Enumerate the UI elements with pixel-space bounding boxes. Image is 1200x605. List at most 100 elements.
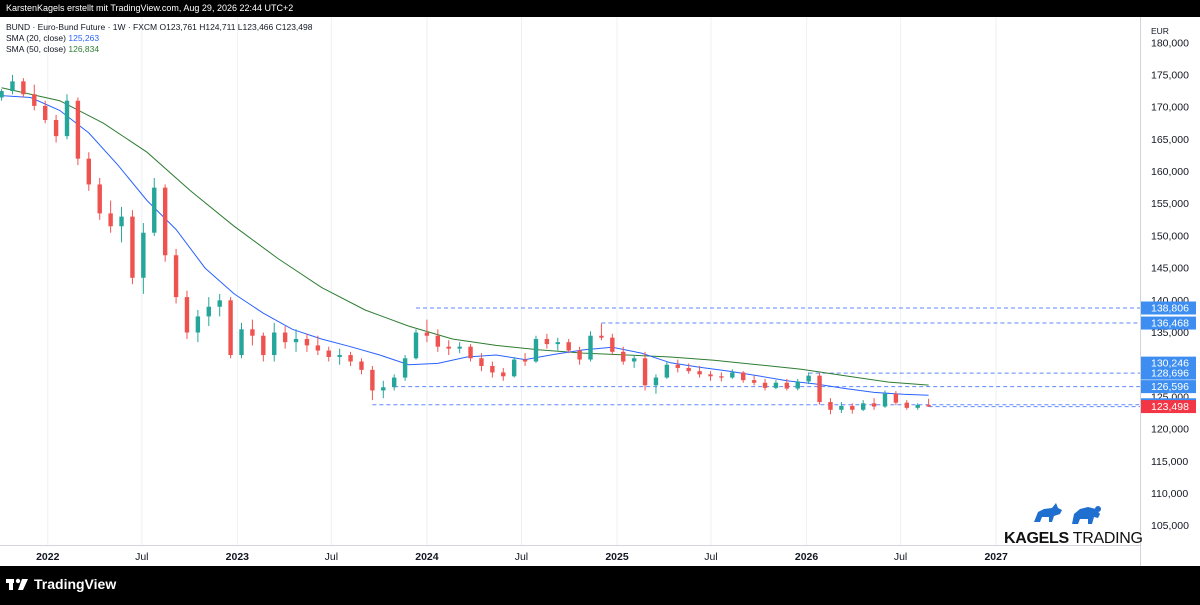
candle-body <box>32 94 37 106</box>
candle-body <box>315 345 321 351</box>
candle-body <box>413 332 419 359</box>
level-price-label-bg <box>1141 366 1196 380</box>
candle-body <box>348 355 353 362</box>
x-tick-label: Jul <box>515 551 528 563</box>
candle-body <box>501 372 506 377</box>
y-tick-label: 105,000 <box>1151 520 1189 532</box>
candle-body <box>359 361 364 370</box>
candle-body <box>544 338 550 345</box>
candle-body <box>806 375 811 382</box>
x-tick-label: 2025 <box>605 551 629 563</box>
candle-body <box>75 100 81 159</box>
y-tick-label: 160,000 <box>1151 166 1189 178</box>
candle-body <box>926 404 931 407</box>
candle-body <box>21 81 26 95</box>
bull-bear-icon <box>1034 503 1101 524</box>
candle-body <box>490 365 495 373</box>
candle-body <box>795 381 800 389</box>
candle-body <box>446 346 451 349</box>
candle-body <box>141 232 146 278</box>
tradingview-logo[interactable]: TradingView <box>6 576 116 592</box>
last-price-label: 123,498 <box>1151 401 1189 413</box>
candle-body <box>337 355 342 357</box>
level-price-label: 128,696 <box>1151 368 1189 380</box>
sma50-line <box>1 87 929 386</box>
candle-body <box>42 105 48 121</box>
candle-body <box>828 402 833 410</box>
candle-body <box>817 375 822 403</box>
candle-body <box>653 377 659 386</box>
candle-body <box>566 342 571 351</box>
candle-body <box>53 120 59 137</box>
candle-body <box>468 346 473 359</box>
y-tick-label: 170,000 <box>1151 102 1189 114</box>
sma50-label: SMA (50, close) <box>6 44 66 54</box>
candle-body <box>424 332 430 336</box>
candle-body <box>228 300 233 356</box>
last-price-label-bg <box>1141 400 1196 414</box>
tradingview-logo-text: TradingView <box>34 576 117 592</box>
candle-body <box>250 329 255 336</box>
candle-body <box>10 81 15 92</box>
candle-body <box>206 306 211 317</box>
y-tick-label: 180,000 <box>1151 37 1189 49</box>
candle-body <box>893 393 899 403</box>
y-tick-label: 155,000 <box>1151 198 1189 210</box>
level-price-label-bg <box>1141 316 1196 330</box>
candle-body <box>730 372 735 378</box>
candle-body <box>719 376 724 378</box>
y-tick-label: 115,000 <box>1151 456 1188 468</box>
candle-body <box>64 100 70 137</box>
candle-body <box>773 382 779 388</box>
x-tick-label: Jul <box>704 551 717 563</box>
x-tick-label: Jul <box>325 551 338 563</box>
candle-body <box>479 358 484 366</box>
candle-body <box>381 387 386 391</box>
x-tick-label: Jul <box>894 551 907 563</box>
y-tick-label: 165,000 <box>1151 134 1189 146</box>
y-tick-label: 135,000 <box>1151 327 1189 339</box>
candle-body <box>184 297 190 333</box>
candle-body <box>915 404 920 408</box>
candle-body <box>152 187 157 233</box>
y-tick-label: 175,000 <box>1151 69 1189 81</box>
candle-body <box>282 332 288 343</box>
candle-body <box>108 213 113 227</box>
candle-body <box>130 216 135 278</box>
sma20-label: SMA (20, close) <box>6 33 66 43</box>
candle-body <box>326 350 331 357</box>
candle-body <box>577 350 582 360</box>
candle-body <box>370 369 375 391</box>
candle-body <box>119 216 124 227</box>
symbol-legend[interactable]: BUND · Euro-Bund Future · 1W · FXCM O123… <box>6 22 312 32</box>
candle-body <box>402 358 408 378</box>
x-tick-label: 2024 <box>415 551 439 563</box>
kagels-trading-wordmark: KAGELS TRADING <box>1004 530 1143 547</box>
sma20-value: 125,263 <box>68 33 100 43</box>
candle-body <box>533 338 539 362</box>
candle-body <box>522 359 528 362</box>
level-price-label: 138,806 <box>1151 303 1189 315</box>
sma20-legend[interactable]: SMA (20, close) 125,263 <box>6 33 99 43</box>
snapshot-title: KarstenKagels erstellt mit TradingView.c… <box>6 3 294 13</box>
y-tick-label: 150,000 <box>1151 230 1189 242</box>
candle-body <box>610 337 615 352</box>
candle-body <box>195 316 201 333</box>
x-tick-label: 2026 <box>795 551 819 563</box>
chart-panel[interactable]: 105,000110,000115,000120,000125,000130,0… <box>0 17 1200 566</box>
candle-body <box>261 335 266 356</box>
tradingview-logo-icon <box>6 578 28 590</box>
candle-body <box>555 342 560 345</box>
currency-label[interactable]: EUR <box>1151 26 1169 36</box>
sma-price-label-bg <box>1141 356 1196 370</box>
candle-body <box>882 393 888 407</box>
level-price-label: 126,596 <box>1151 381 1189 393</box>
price-chart[interactable]: 105,000110,000115,000120,000125,000130,0… <box>0 17 1200 566</box>
y-tick-label: 145,000 <box>1151 263 1189 275</box>
candle-body <box>697 371 702 375</box>
candle-body <box>664 364 670 378</box>
candle-body <box>173 255 179 298</box>
sma50-legend[interactable]: SMA (50, close) 126,834 <box>6 44 99 54</box>
candle-body <box>850 405 855 410</box>
sma20-line <box>1 95 929 396</box>
